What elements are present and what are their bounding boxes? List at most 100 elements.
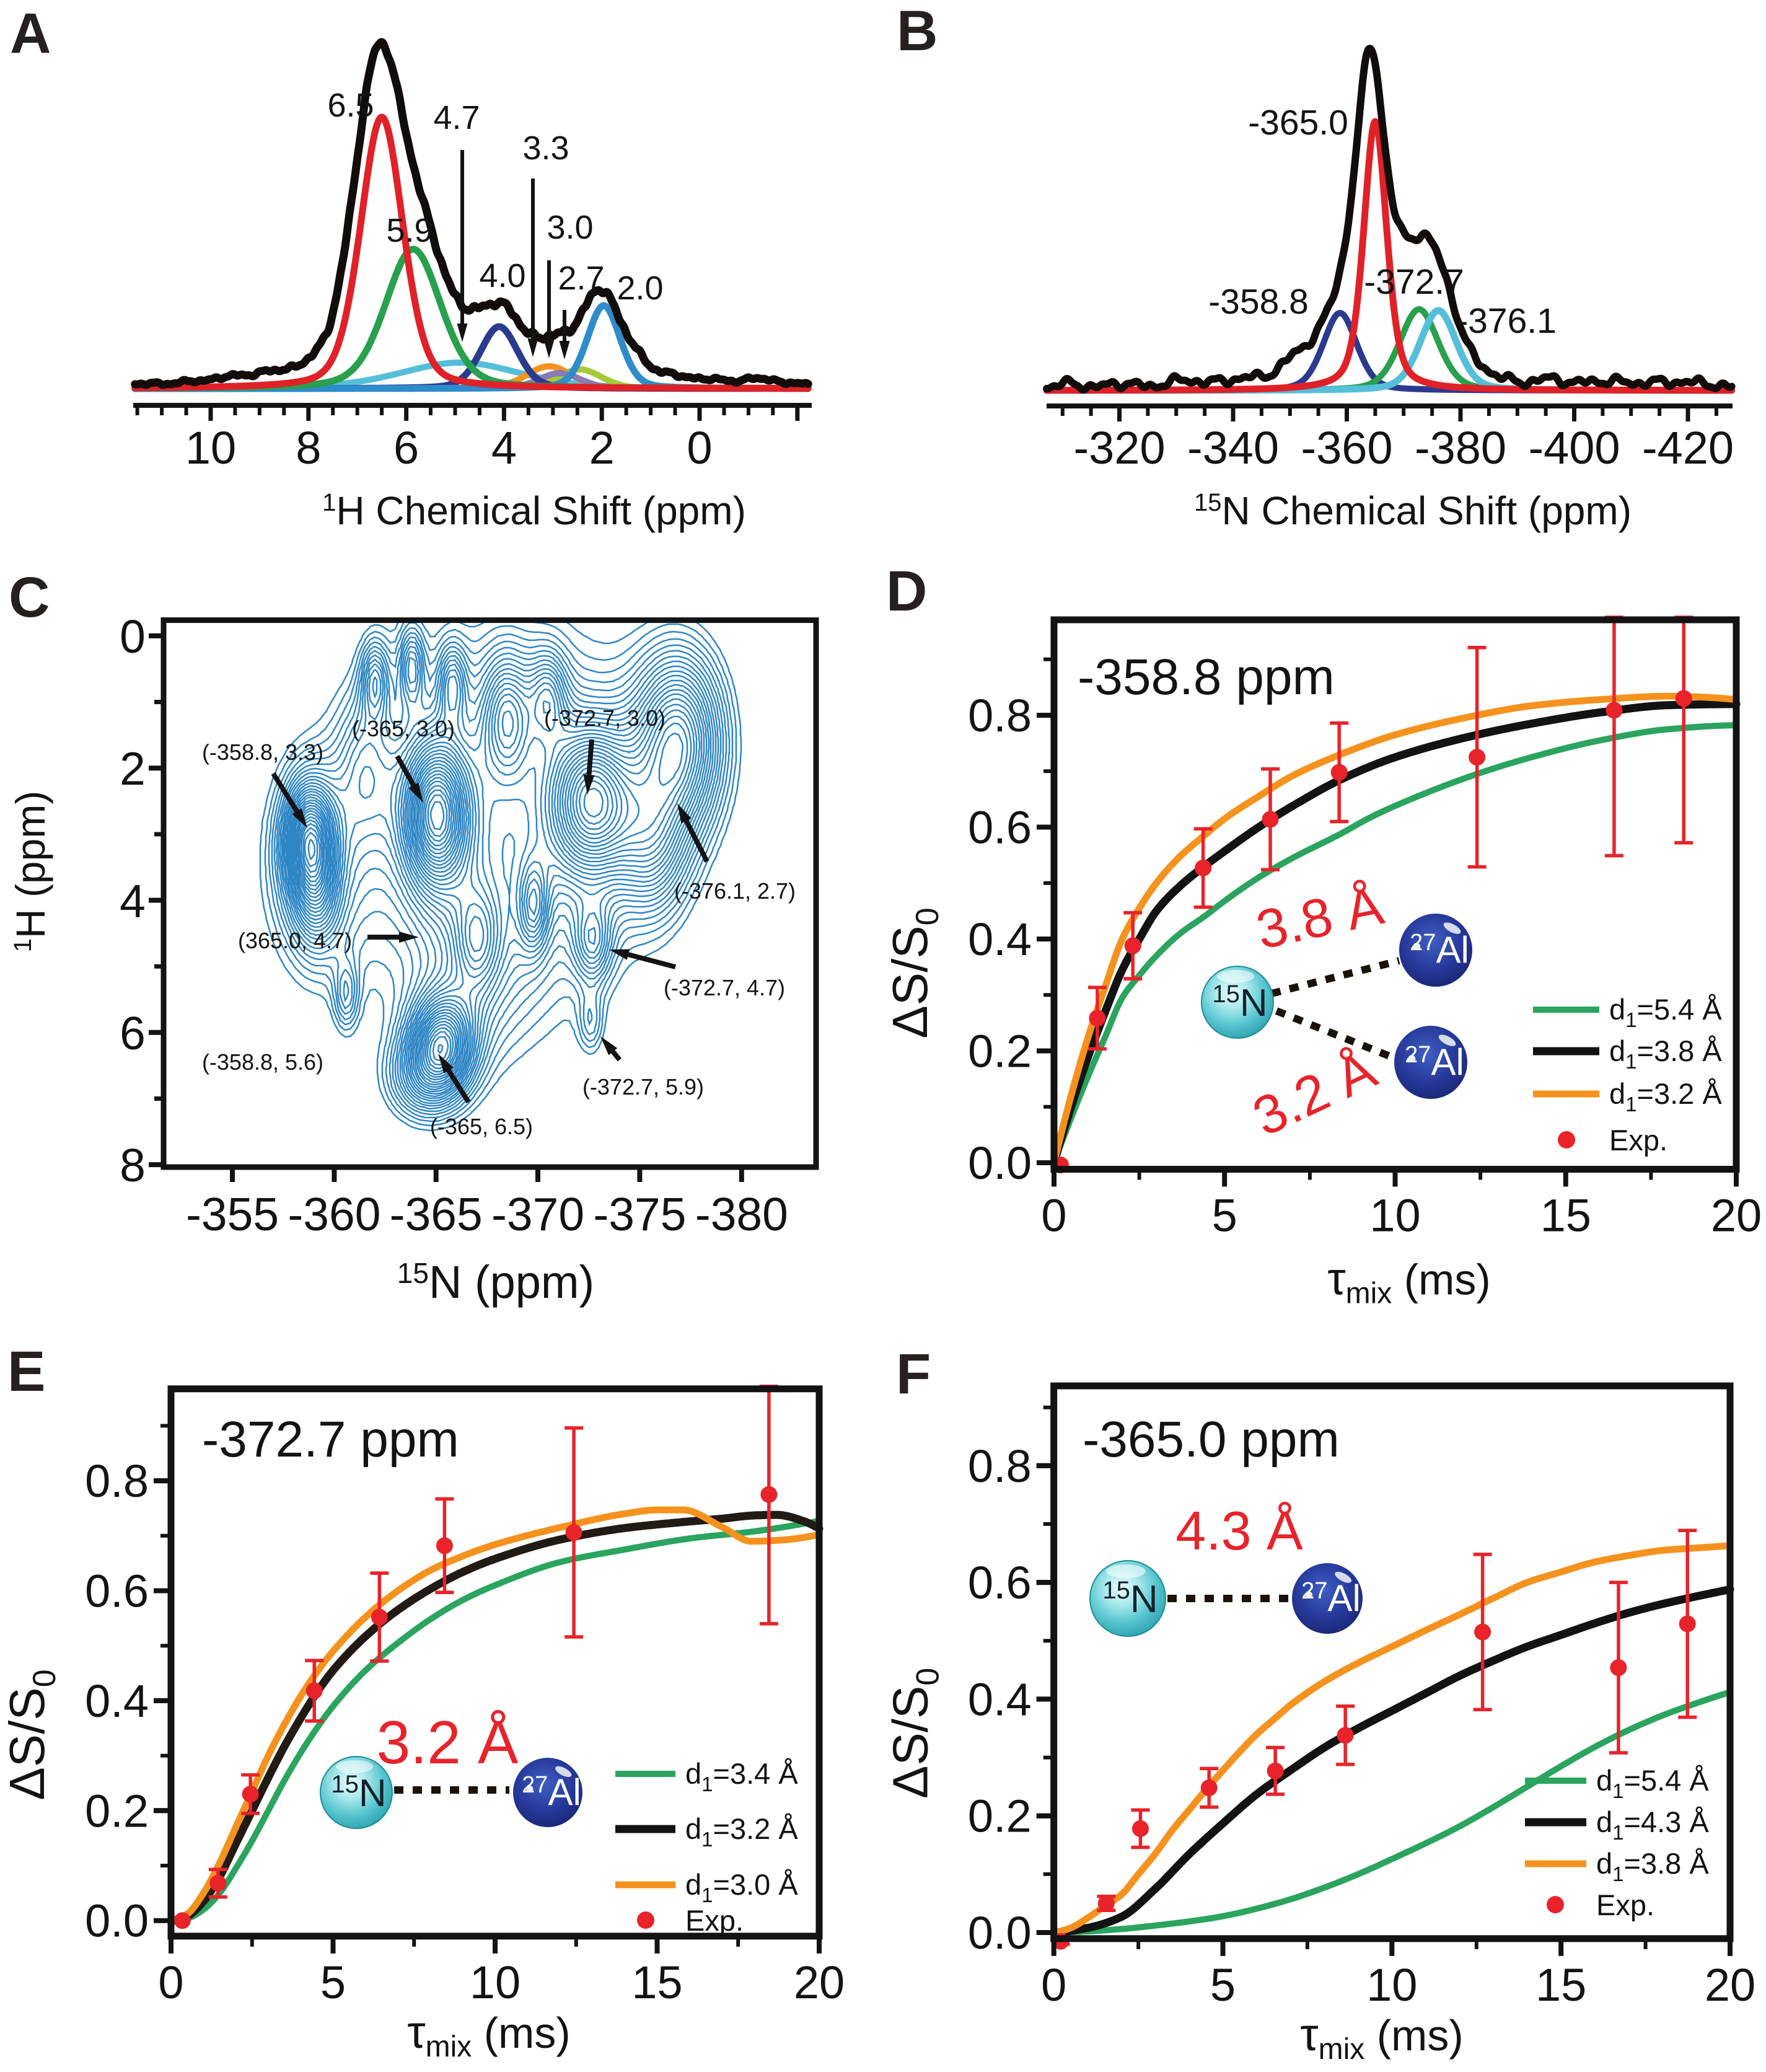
svg-text:-400: -400 bbox=[1528, 422, 1620, 474]
svg-text:0.2: 0.2 bbox=[968, 1791, 1032, 1842]
svg-text:0.8: 0.8 bbox=[968, 1440, 1032, 1492]
svg-text:10: 10 bbox=[1366, 1959, 1417, 2011]
svg-text:-340: -340 bbox=[1187, 422, 1279, 474]
svg-text:(-358.8, 3.3): (-358.8, 3.3) bbox=[202, 739, 323, 765]
svg-text:τmix (ms): τmix (ms) bbox=[1327, 1253, 1490, 1310]
svg-text:d1=5.4 Å: d1=5.4 Å bbox=[1609, 993, 1722, 1031]
svg-text:6: 6 bbox=[393, 422, 419, 474]
svg-text:8: 8 bbox=[296, 422, 321, 474]
svg-text:6: 6 bbox=[120, 1007, 146, 1059]
svg-text:-358.8 ppm: -358.8 ppm bbox=[1078, 649, 1335, 705]
svg-text:F: F bbox=[896, 1342, 931, 1406]
svg-text:0.6: 0.6 bbox=[968, 802, 1032, 853]
svg-text:15N Chemical Shift (ppm): 15N Chemical Shift (ppm) bbox=[1194, 488, 1632, 533]
svg-text:1H Chemical Shift (ppm): 1H Chemical Shift (ppm) bbox=[322, 488, 746, 533]
svg-text:15: 15 bbox=[1540, 1190, 1591, 1241]
svg-text:d1=5.4 Å: d1=5.4 Å bbox=[1596, 1764, 1709, 1802]
svg-text:d1=3.2 Å: d1=3.2 Å bbox=[1609, 1077, 1722, 1116]
svg-text:27Al: 27Al bbox=[1405, 1041, 1464, 1083]
svg-text:15N: 15N bbox=[1102, 1577, 1158, 1621]
svg-text:5: 5 bbox=[1212, 1190, 1237, 1241]
svg-text:0.0: 0.0 bbox=[968, 1137, 1032, 1189]
svg-text:0: 0 bbox=[1041, 1959, 1066, 2011]
svg-text:ΔS/S0: ΔS/S0 bbox=[882, 907, 946, 1038]
svg-text:4.0: 4.0 bbox=[479, 257, 525, 294]
svg-text:0.2: 0.2 bbox=[968, 1026, 1032, 1077]
svg-text:(-372.7, 3.0): (-372.7, 3.0) bbox=[544, 705, 666, 731]
svg-text:(-372.7, 4.7): (-372.7, 4.7) bbox=[664, 975, 785, 1000]
svg-text:Exp.: Exp. bbox=[1609, 1124, 1667, 1157]
svg-text:E: E bbox=[7, 1340, 45, 1403]
svg-text:-355: -355 bbox=[186, 1188, 279, 1240]
svg-text:-360: -360 bbox=[1301, 422, 1392, 474]
svg-text:-320: -320 bbox=[1073, 422, 1165, 474]
svg-text:d1=3.4 Å: d1=3.4 Å bbox=[685, 1757, 798, 1796]
svg-text:5: 5 bbox=[320, 1957, 346, 2008]
svg-text:C: C bbox=[9, 566, 50, 629]
svg-text:d1=3.0 Å: d1=3.0 Å bbox=[685, 1868, 798, 1907]
svg-text:3.2 Å: 3.2 Å bbox=[377, 1708, 519, 1776]
svg-text:-360: -360 bbox=[288, 1188, 380, 1240]
svg-text:d1=3.8 Å: d1=3.8 Å bbox=[1609, 1034, 1722, 1073]
svg-text:0.6: 0.6 bbox=[85, 1566, 149, 1617]
svg-text:d1=4.3 Å: d1=4.3 Å bbox=[1596, 1805, 1709, 1844]
svg-text:27Al: 27Al bbox=[1301, 1577, 1361, 1619]
svg-text:-358.8: -358.8 bbox=[1208, 282, 1309, 322]
svg-text:4: 4 bbox=[120, 875, 146, 927]
svg-text:(-372.7, 5.9): (-372.7, 5.9) bbox=[582, 1074, 704, 1100]
svg-text:15: 15 bbox=[1535, 1959, 1586, 2011]
svg-text:8: 8 bbox=[120, 1139, 146, 1191]
svg-text:D: D bbox=[886, 560, 927, 623]
svg-text:0.6: 0.6 bbox=[968, 1557, 1032, 1608]
svg-text:B: B bbox=[897, 0, 938, 63]
svg-text:15N: 15N bbox=[331, 1771, 386, 1815]
svg-text:(-376.1, 2.7): (-376.1, 2.7) bbox=[674, 878, 796, 904]
svg-text:1H (ppm): 1H (ppm) bbox=[7, 791, 53, 953]
svg-text:A: A bbox=[10, 2, 51, 65]
svg-text:2.7: 2.7 bbox=[558, 260, 604, 297]
svg-text:5.9: 5.9 bbox=[386, 212, 433, 249]
svg-text:(-365, 6.5): (-365, 6.5) bbox=[430, 1114, 533, 1139]
svg-text:(-365, 3.0): (-365, 3.0) bbox=[352, 716, 455, 741]
svg-text:0.0: 0.0 bbox=[85, 1895, 149, 1947]
svg-text:τmix (ms): τmix (ms) bbox=[407, 2006, 570, 2063]
svg-text:-365.0 ppm: -365.0 ppm bbox=[1083, 1411, 1340, 1468]
svg-text:d1=3.2 Å: d1=3.2 Å bbox=[685, 1812, 798, 1851]
svg-text:d1=3.8 Å: d1=3.8 Å bbox=[1596, 1847, 1709, 1885]
svg-text:0.4: 0.4 bbox=[968, 1673, 1032, 1725]
svg-text:4.7: 4.7 bbox=[433, 99, 480, 136]
svg-text:-370: -370 bbox=[491, 1188, 584, 1240]
svg-text:0.8: 0.8 bbox=[968, 690, 1032, 741]
svg-text:-380: -380 bbox=[1415, 422, 1506, 474]
svg-text:27Al: 27Al bbox=[522, 1771, 581, 1813]
svg-text:15: 15 bbox=[631, 1957, 682, 2008]
svg-text:5: 5 bbox=[1210, 1959, 1236, 2011]
svg-text:-372.7 ppm: -372.7 ppm bbox=[202, 1411, 459, 1468]
svg-text:Exp.: Exp. bbox=[685, 1904, 744, 1937]
svg-text:10: 10 bbox=[1369, 1190, 1420, 1241]
svg-text:-375: -375 bbox=[593, 1188, 686, 1240]
svg-text:4.3 Å: 4.3 Å bbox=[1175, 1500, 1303, 1561]
svg-text:2: 2 bbox=[120, 743, 146, 795]
svg-text:0: 0 bbox=[687, 422, 712, 474]
svg-text:27Al: 27Al bbox=[1410, 929, 1469, 971]
svg-text:15N: 15N bbox=[1212, 981, 1267, 1025]
svg-text:-372.7: -372.7 bbox=[1364, 262, 1464, 302]
svg-text:6.5: 6.5 bbox=[327, 87, 374, 124]
svg-text:3.0: 3.0 bbox=[547, 209, 593, 246]
svg-text:0.8: 0.8 bbox=[85, 1455, 149, 1507]
svg-text:4: 4 bbox=[491, 422, 517, 474]
svg-text:0.2: 0.2 bbox=[85, 1785, 149, 1836]
svg-text:0: 0 bbox=[1041, 1190, 1066, 1241]
svg-text:-365.0: -365.0 bbox=[1248, 103, 1348, 143]
svg-text:3.3: 3.3 bbox=[522, 130, 569, 167]
svg-text:-380: -380 bbox=[695, 1188, 788, 1240]
svg-text:20: 20 bbox=[1711, 1190, 1762, 1241]
svg-text:-420: -420 bbox=[1642, 422, 1734, 474]
svg-text:10: 10 bbox=[470, 1957, 521, 2008]
svg-text:20: 20 bbox=[794, 1957, 845, 2008]
svg-text:0.4: 0.4 bbox=[85, 1675, 149, 1727]
svg-text:ΔS/S0: ΔS/S0 bbox=[882, 1668, 946, 1799]
svg-text:-365: -365 bbox=[390, 1188, 483, 1240]
svg-text:Exp.: Exp. bbox=[1596, 1889, 1654, 1921]
